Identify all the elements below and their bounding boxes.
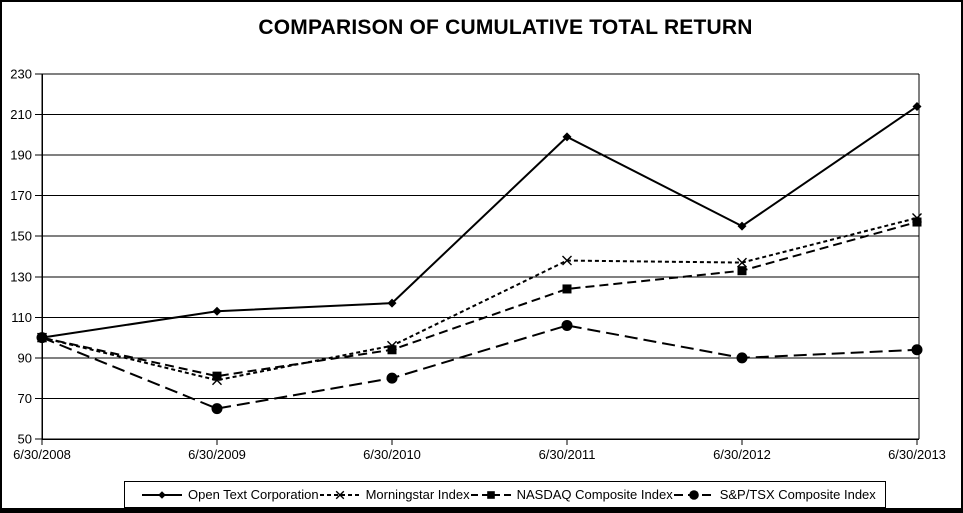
- diamond-marker: [737, 221, 747, 231]
- square-marker: [486, 490, 495, 499]
- diamond-marker: [158, 490, 166, 499]
- y-tick-label: 90: [18, 350, 32, 365]
- circle-marker: [561, 319, 573, 331]
- circle-marker: [211, 403, 223, 415]
- square-marker: [737, 266, 747, 276]
- series-nasdaq-composite-index: [37, 217, 922, 381]
- square-marker: [912, 217, 922, 227]
- legend-label: Morningstar Index: [365, 487, 470, 502]
- diamond-marker: [212, 306, 222, 316]
- y-tick-label: 230: [10, 67, 32, 82]
- series-line-open-text-corporation: [41, 105, 918, 339]
- circle-marker: [688, 489, 699, 500]
- series-line-nasdaq-composite-index: [41, 221, 918, 378]
- x-tick-label: 6/30/2013: [888, 447, 946, 462]
- square-marker: [387, 345, 397, 355]
- diamond-marker: [912, 101, 922, 111]
- x-tick-label: 6/30/2010: [363, 447, 421, 462]
- square-marker: [212, 371, 222, 381]
- chart-title: COMPARISON OF CUMULATIVE TOTAL RETURN: [258, 16, 753, 39]
- y-tick-label: 190: [10, 148, 32, 163]
- morningstar-line-sample: [319, 490, 360, 499]
- series-open-text-corporation: [37, 101, 922, 343]
- y-tick-label: 70: [18, 391, 32, 406]
- y-tick-label: 150: [10, 229, 32, 244]
- series-morningstar-index: [37, 212, 922, 386]
- legend-label: S&P/TSX Composite Index: [719, 487, 876, 502]
- legend-item-nasdaq-composite-index: NASDAQ Composite Index: [470, 487, 673, 502]
- legend-item-sp-tsx-composite-index: S&P/TSX Composite Index: [673, 487, 876, 502]
- series-s-p-tsx-composite-index: [36, 319, 923, 415]
- x-tick-label: 6/30/2012: [713, 447, 771, 462]
- circle-marker: [386, 372, 398, 384]
- square-marker: [562, 284, 572, 294]
- x-tick-label: 6/30/2009: [188, 447, 246, 462]
- legend-label: Open Text Corporation: [188, 487, 319, 502]
- legend-item-morningstar-index: Morningstar Index: [319, 487, 470, 502]
- x-marker: [562, 255, 572, 266]
- sp-tsx-line-sample: [673, 489, 714, 500]
- series-line-s-p-tsx-composite-index: [41, 324, 918, 410]
- circle-marker: [36, 332, 48, 344]
- legend-label: NASDAQ Composite Index: [516, 487, 673, 502]
- legend-item-open-text-corporation: Open Text Corporation: [141, 487, 319, 502]
- series-line-morningstar-index: [41, 217, 918, 382]
- y-tick-label: 170: [10, 188, 32, 203]
- y-tick-label: 50: [18, 432, 32, 447]
- y-tick-label: 130: [10, 269, 32, 284]
- legend: Open Text Corporation Morningstar Index …: [124, 481, 886, 508]
- diamond-marker: [562, 132, 572, 142]
- x-tick-label: 6/30/2011: [539, 447, 596, 462]
- nasdaq-line-sample: [470, 490, 511, 499]
- open-text-line-sample: [142, 490, 182, 499]
- diamond-marker: [387, 298, 397, 308]
- circle-marker: [736, 352, 748, 364]
- x-marker: [335, 490, 344, 499]
- y-tick-label: 110: [11, 310, 32, 325]
- x-marker: [737, 257, 747, 268]
- x-tick-label: 6/30/2008: [13, 447, 71, 462]
- circle-marker: [911, 344, 923, 356]
- y-tick-label: 210: [10, 107, 32, 122]
